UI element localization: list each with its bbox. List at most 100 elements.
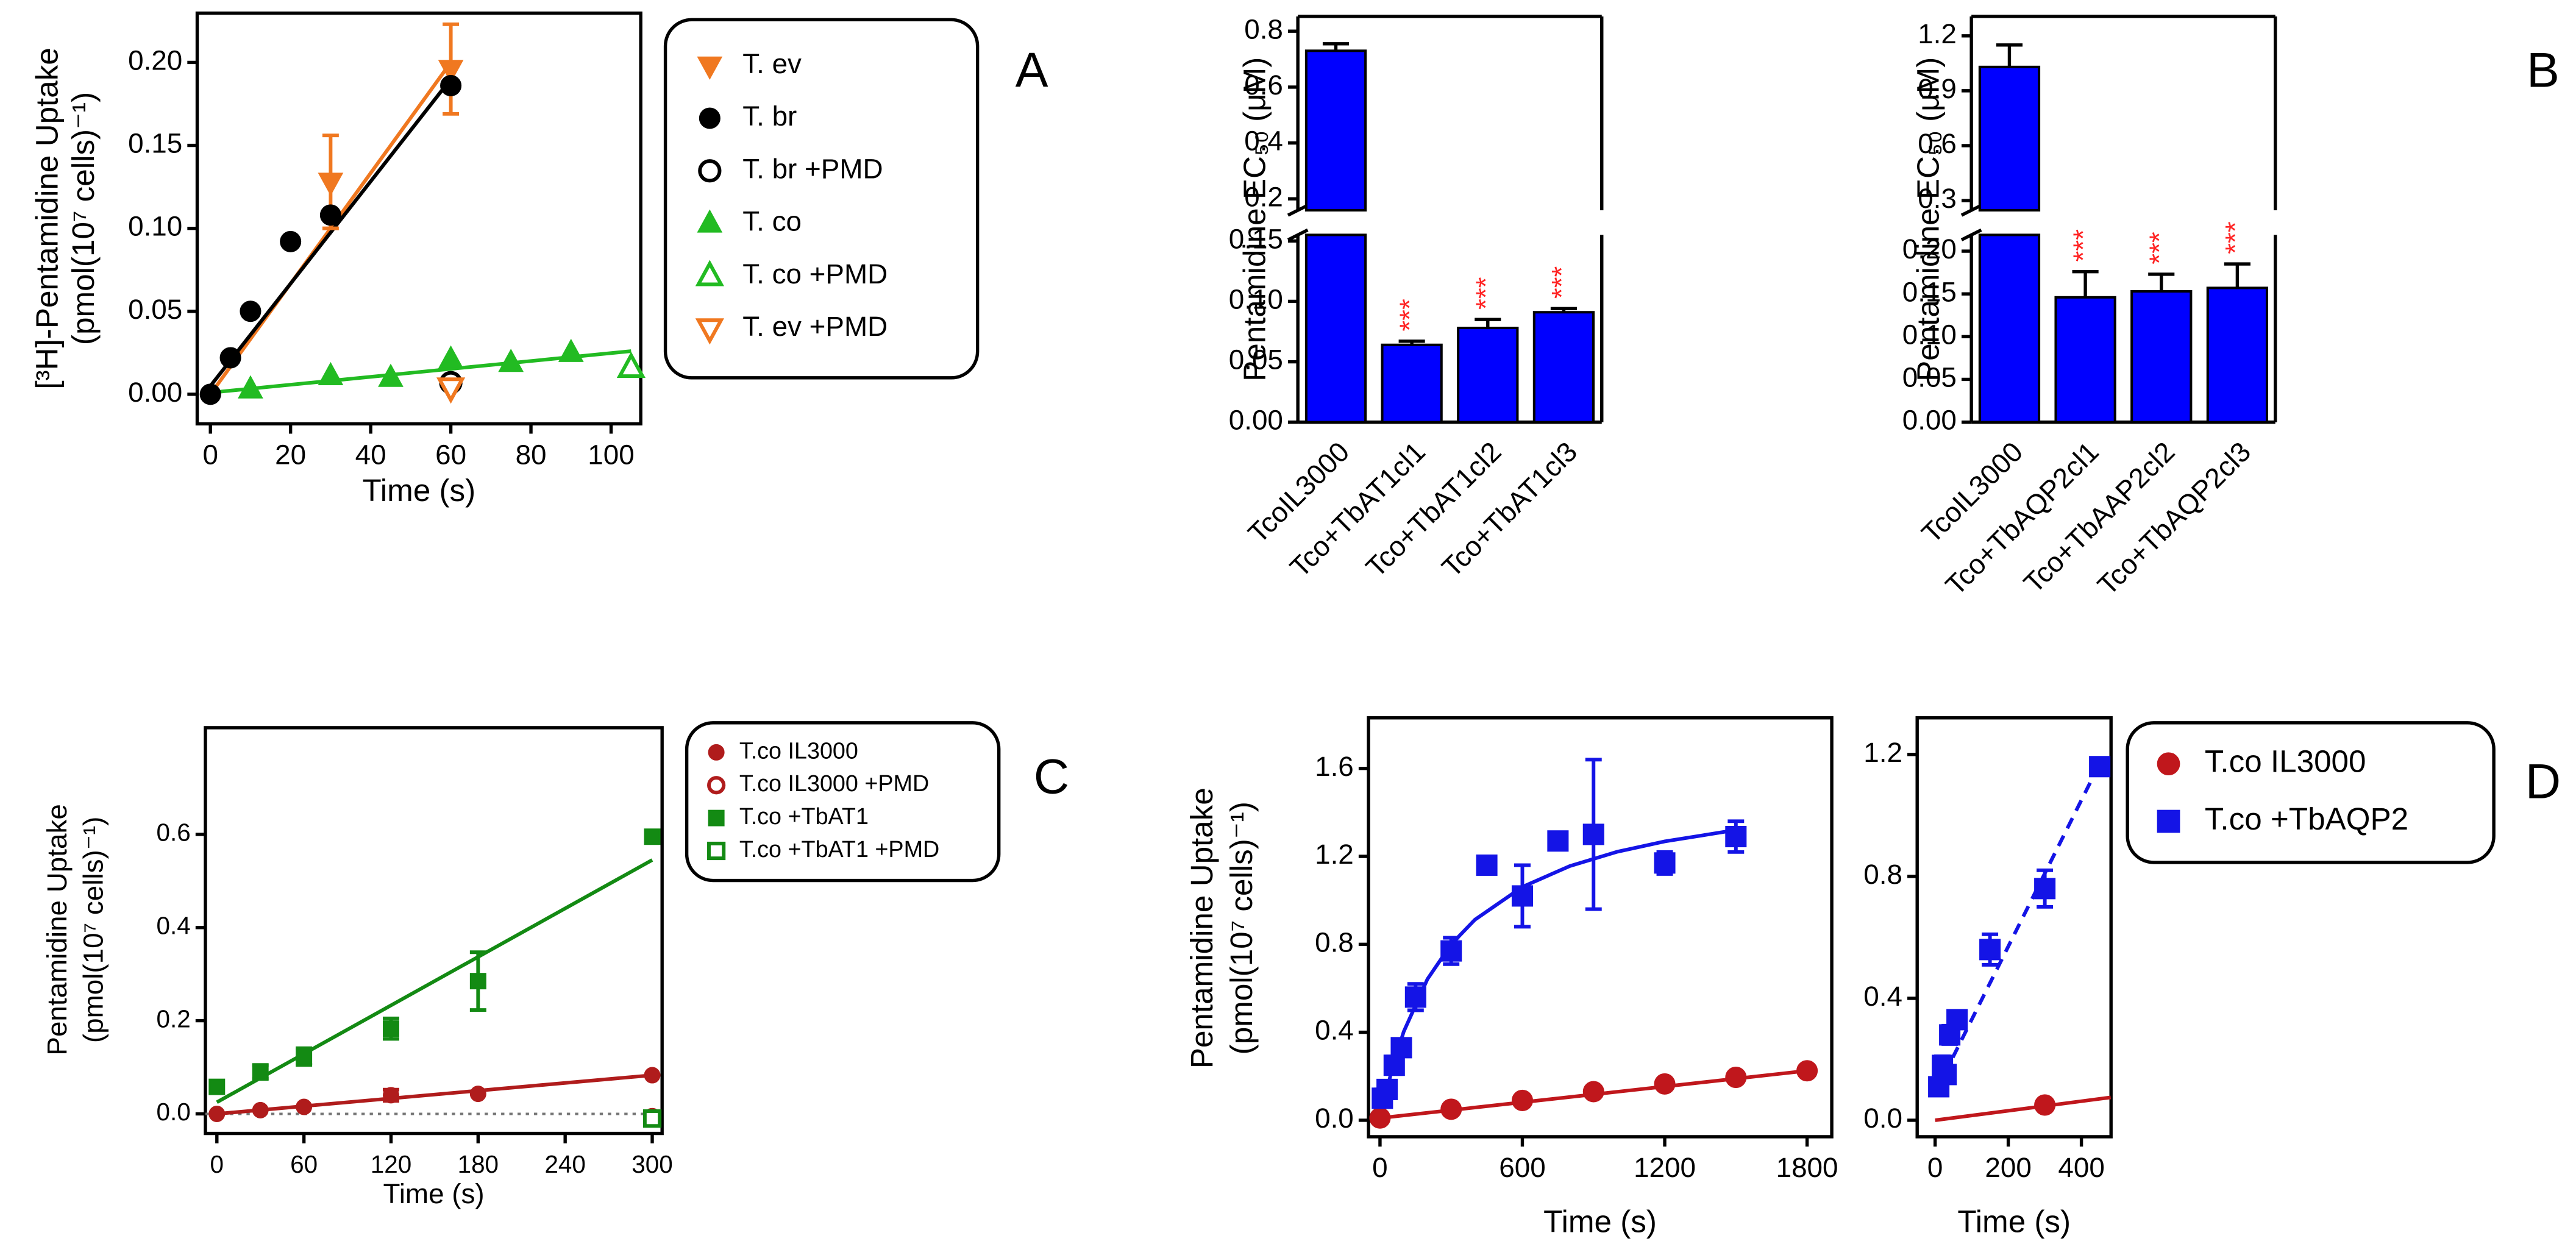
marker	[1511, 1089, 1533, 1111]
x-tick-label: 300	[632, 1150, 672, 1178]
legend-marker	[697, 209, 723, 233]
y-tick-label: 0.00	[128, 377, 182, 408]
marker	[1582, 1081, 1604, 1103]
marker	[1511, 885, 1533, 907]
marker	[1440, 940, 1462, 962]
x-axis-label: Time (s)	[1543, 1204, 1657, 1239]
y-axis-label: (pmol(10⁷ cells)⁻¹)	[1224, 802, 1259, 1054]
y-tick-label: 1.2	[1918, 18, 1957, 49]
legend-label: T.co +TbAT1	[739, 803, 869, 829]
x-tick-label: 60	[290, 1150, 318, 1178]
marker	[1369, 1107, 1391, 1129]
y-axis-label: Pentamidine EC₅₀ (μM)	[1910, 57, 1945, 382]
plot-frame	[195, 11, 642, 426]
x-tick-label: 400	[2058, 1152, 2104, 1183]
marker	[1796, 1060, 1818, 1082]
marker	[498, 349, 524, 372]
y-axis-label: Pentamidine EC₅₀ (μM)	[1237, 57, 1272, 382]
axis-break	[1287, 204, 1309, 217]
plot-frame	[204, 726, 664, 1136]
fit-line	[208, 77, 452, 388]
y-tick-label: 0.6	[1918, 128, 1957, 159]
bar	[1978, 233, 2041, 424]
bar	[2130, 290, 2193, 424]
x-axis-label: Time (s)	[383, 1178, 484, 1209]
marker	[469, 973, 486, 990]
x-tick-label: Tco+TbAT1cl2	[1360, 436, 1507, 583]
plot-frame	[1915, 716, 2113, 1139]
legend-marker	[699, 107, 720, 129]
y-tick-label: 0.4	[1315, 1015, 1354, 1046]
y-tick-label: 0.4	[1244, 126, 1283, 157]
marker	[238, 375, 263, 399]
legend-marker	[708, 809, 725, 827]
marker	[1654, 1073, 1676, 1095]
x-tick-label: 0	[202, 439, 218, 470]
marker	[2089, 756, 2111, 778]
panel-label: C	[1034, 749, 1069, 804]
axis-break	[1287, 228, 1309, 241]
y-tick-label: 1.2	[1315, 839, 1354, 870]
marker	[382, 1020, 399, 1037]
legend-box	[2126, 721, 2496, 864]
y-axis-label: (pmol(10⁷ cells)⁻¹)	[66, 92, 101, 345]
marker	[296, 1048, 313, 1065]
significance: ***	[1394, 299, 1425, 332]
legend-label: T. br +PMD	[742, 153, 883, 184]
y-tick-label: 0.10	[1902, 319, 1957, 350]
y-tick-label: 0.20	[128, 45, 182, 76]
x-tick-label: 180	[458, 1150, 499, 1178]
x-tick-label: 1200	[1634, 1152, 1696, 1183]
marker	[1476, 854, 1498, 876]
marker	[2034, 1094, 2056, 1116]
y-axis-label: Pentamidine Uptake	[1184, 787, 1219, 1068]
marker	[318, 172, 344, 196]
fit-line	[216, 858, 653, 1104]
marker	[319, 204, 341, 226]
y-tick-label: 0.15	[128, 128, 182, 159]
significance: ***	[2144, 232, 2175, 265]
marker	[1582, 823, 1604, 845]
marker	[208, 1078, 226, 1095]
fit-line	[216, 1073, 653, 1116]
marker	[208, 1105, 226, 1122]
panel-label: A	[1016, 43, 1048, 98]
marker	[1390, 1037, 1412, 1059]
legend-marker	[698, 159, 722, 183]
y-tick-label: 0.00	[1229, 405, 1283, 436]
marker	[558, 338, 584, 362]
marker	[1547, 830, 1569, 852]
legend-label: T. br	[742, 101, 797, 132]
y-tick-label: 0.00	[1902, 405, 1957, 436]
marker	[1404, 986, 1426, 1008]
marker	[642, 1109, 662, 1128]
y-tick-label: 0.6	[1244, 69, 1283, 101]
marker	[438, 345, 464, 369]
y-tick-label: 0.0	[157, 1098, 191, 1126]
x-axis-label: Time (s)	[1957, 1204, 2071, 1239]
marker	[252, 1101, 269, 1118]
marker	[1946, 1009, 1968, 1031]
marker	[644, 1067, 661, 1084]
y-tick-label: 0.05	[1229, 344, 1283, 375]
x-axis-label: Time (s)	[362, 473, 475, 508]
y-tick-label: 0.15	[1902, 276, 1957, 307]
x-tick-label: 0	[1372, 1152, 1387, 1183]
y-tick-label: 0.05	[1902, 362, 1957, 393]
legend-label: T.co IL3000	[739, 738, 858, 763]
marker	[2034, 878, 2056, 900]
y-tick-label: 0.2	[157, 1004, 191, 1033]
panel-label: B	[2527, 43, 2560, 98]
bar	[2054, 296, 2116, 424]
x-tick-label: 120	[371, 1150, 411, 1178]
marker	[378, 363, 404, 387]
y-axis-label: [³H]-Pentamidine Uptake	[29, 48, 64, 389]
marker	[1383, 1054, 1405, 1076]
marker	[296, 1098, 313, 1115]
marker	[252, 1064, 269, 1081]
legend-box	[663, 18, 980, 380]
marker	[469, 1086, 486, 1103]
marker	[382, 1087, 399, 1104]
marker	[219, 347, 241, 369]
